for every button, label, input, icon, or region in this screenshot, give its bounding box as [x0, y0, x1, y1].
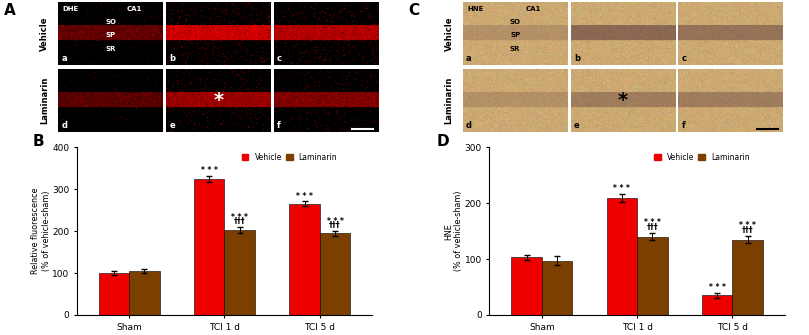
Text: * * *: * * *	[709, 283, 726, 292]
Bar	[702, 295, 732, 315]
Text: c: c	[277, 54, 282, 63]
Text: * * *: * * *	[327, 217, 344, 226]
Text: * * *: * * *	[231, 213, 248, 222]
Text: * * *: * * *	[201, 166, 218, 175]
Text: *: *	[618, 91, 628, 110]
Text: d: d	[61, 121, 67, 130]
Text: SO: SO	[510, 19, 520, 25]
Text: DHE: DHE	[62, 6, 78, 12]
Text: b: b	[169, 54, 176, 63]
Text: CA1: CA1	[526, 6, 541, 12]
Text: *: *	[214, 91, 223, 110]
Text: Vehicle: Vehicle	[40, 16, 49, 51]
Text: d: d	[466, 121, 472, 130]
Bar	[637, 237, 667, 315]
Text: D: D	[437, 134, 450, 149]
Text: C: C	[409, 3, 420, 18]
Text: e: e	[574, 121, 579, 130]
Text: b: b	[574, 54, 580, 63]
Text: f: f	[682, 121, 685, 130]
Legend: Vehicle, Laminarin: Vehicle, Laminarin	[651, 149, 753, 165]
Bar	[194, 179, 224, 315]
Text: SP: SP	[105, 31, 116, 38]
Text: †††: †††	[234, 217, 246, 226]
Text: †††: †††	[742, 226, 753, 235]
Text: B: B	[32, 134, 44, 149]
Text: f: f	[277, 121, 281, 130]
Text: SR: SR	[510, 46, 520, 52]
Text: SR: SR	[105, 46, 116, 52]
Bar	[99, 273, 129, 315]
Text: †††: †††	[646, 223, 659, 232]
Bar	[129, 271, 159, 315]
Text: HNE: HNE	[467, 6, 483, 12]
Y-axis label: HNE
(% of vehicle-sham): HNE (% of vehicle-sham)	[444, 191, 464, 271]
Text: * * *: * * *	[739, 221, 756, 230]
Text: Vehicle: Vehicle	[444, 16, 454, 51]
Text: e: e	[169, 121, 175, 130]
Text: SP: SP	[510, 31, 520, 38]
Text: * * *: * * *	[613, 184, 630, 193]
Text: Laminarin: Laminarin	[444, 77, 454, 124]
Bar	[607, 198, 637, 315]
Text: a: a	[466, 54, 472, 63]
Text: c: c	[682, 54, 687, 63]
Text: †††: †††	[329, 221, 341, 230]
Text: Laminarin: Laminarin	[40, 77, 49, 124]
Text: A: A	[4, 3, 16, 18]
Text: CA1: CA1	[126, 6, 142, 12]
Bar	[511, 257, 542, 315]
Text: a: a	[61, 54, 67, 63]
Bar	[224, 230, 255, 315]
Text: SO: SO	[105, 19, 116, 25]
Bar	[542, 261, 572, 315]
Bar	[732, 240, 763, 315]
Y-axis label: Relative fluorescence
(% of vehicle-sham): Relative fluorescence (% of vehicle-sham…	[32, 188, 51, 274]
Bar	[320, 233, 350, 315]
Legend: Vehicle, Laminarin: Vehicle, Laminarin	[239, 149, 341, 165]
Bar	[290, 204, 320, 315]
Text: * * *: * * *	[296, 192, 313, 201]
Text: * * *: * * *	[644, 218, 661, 227]
